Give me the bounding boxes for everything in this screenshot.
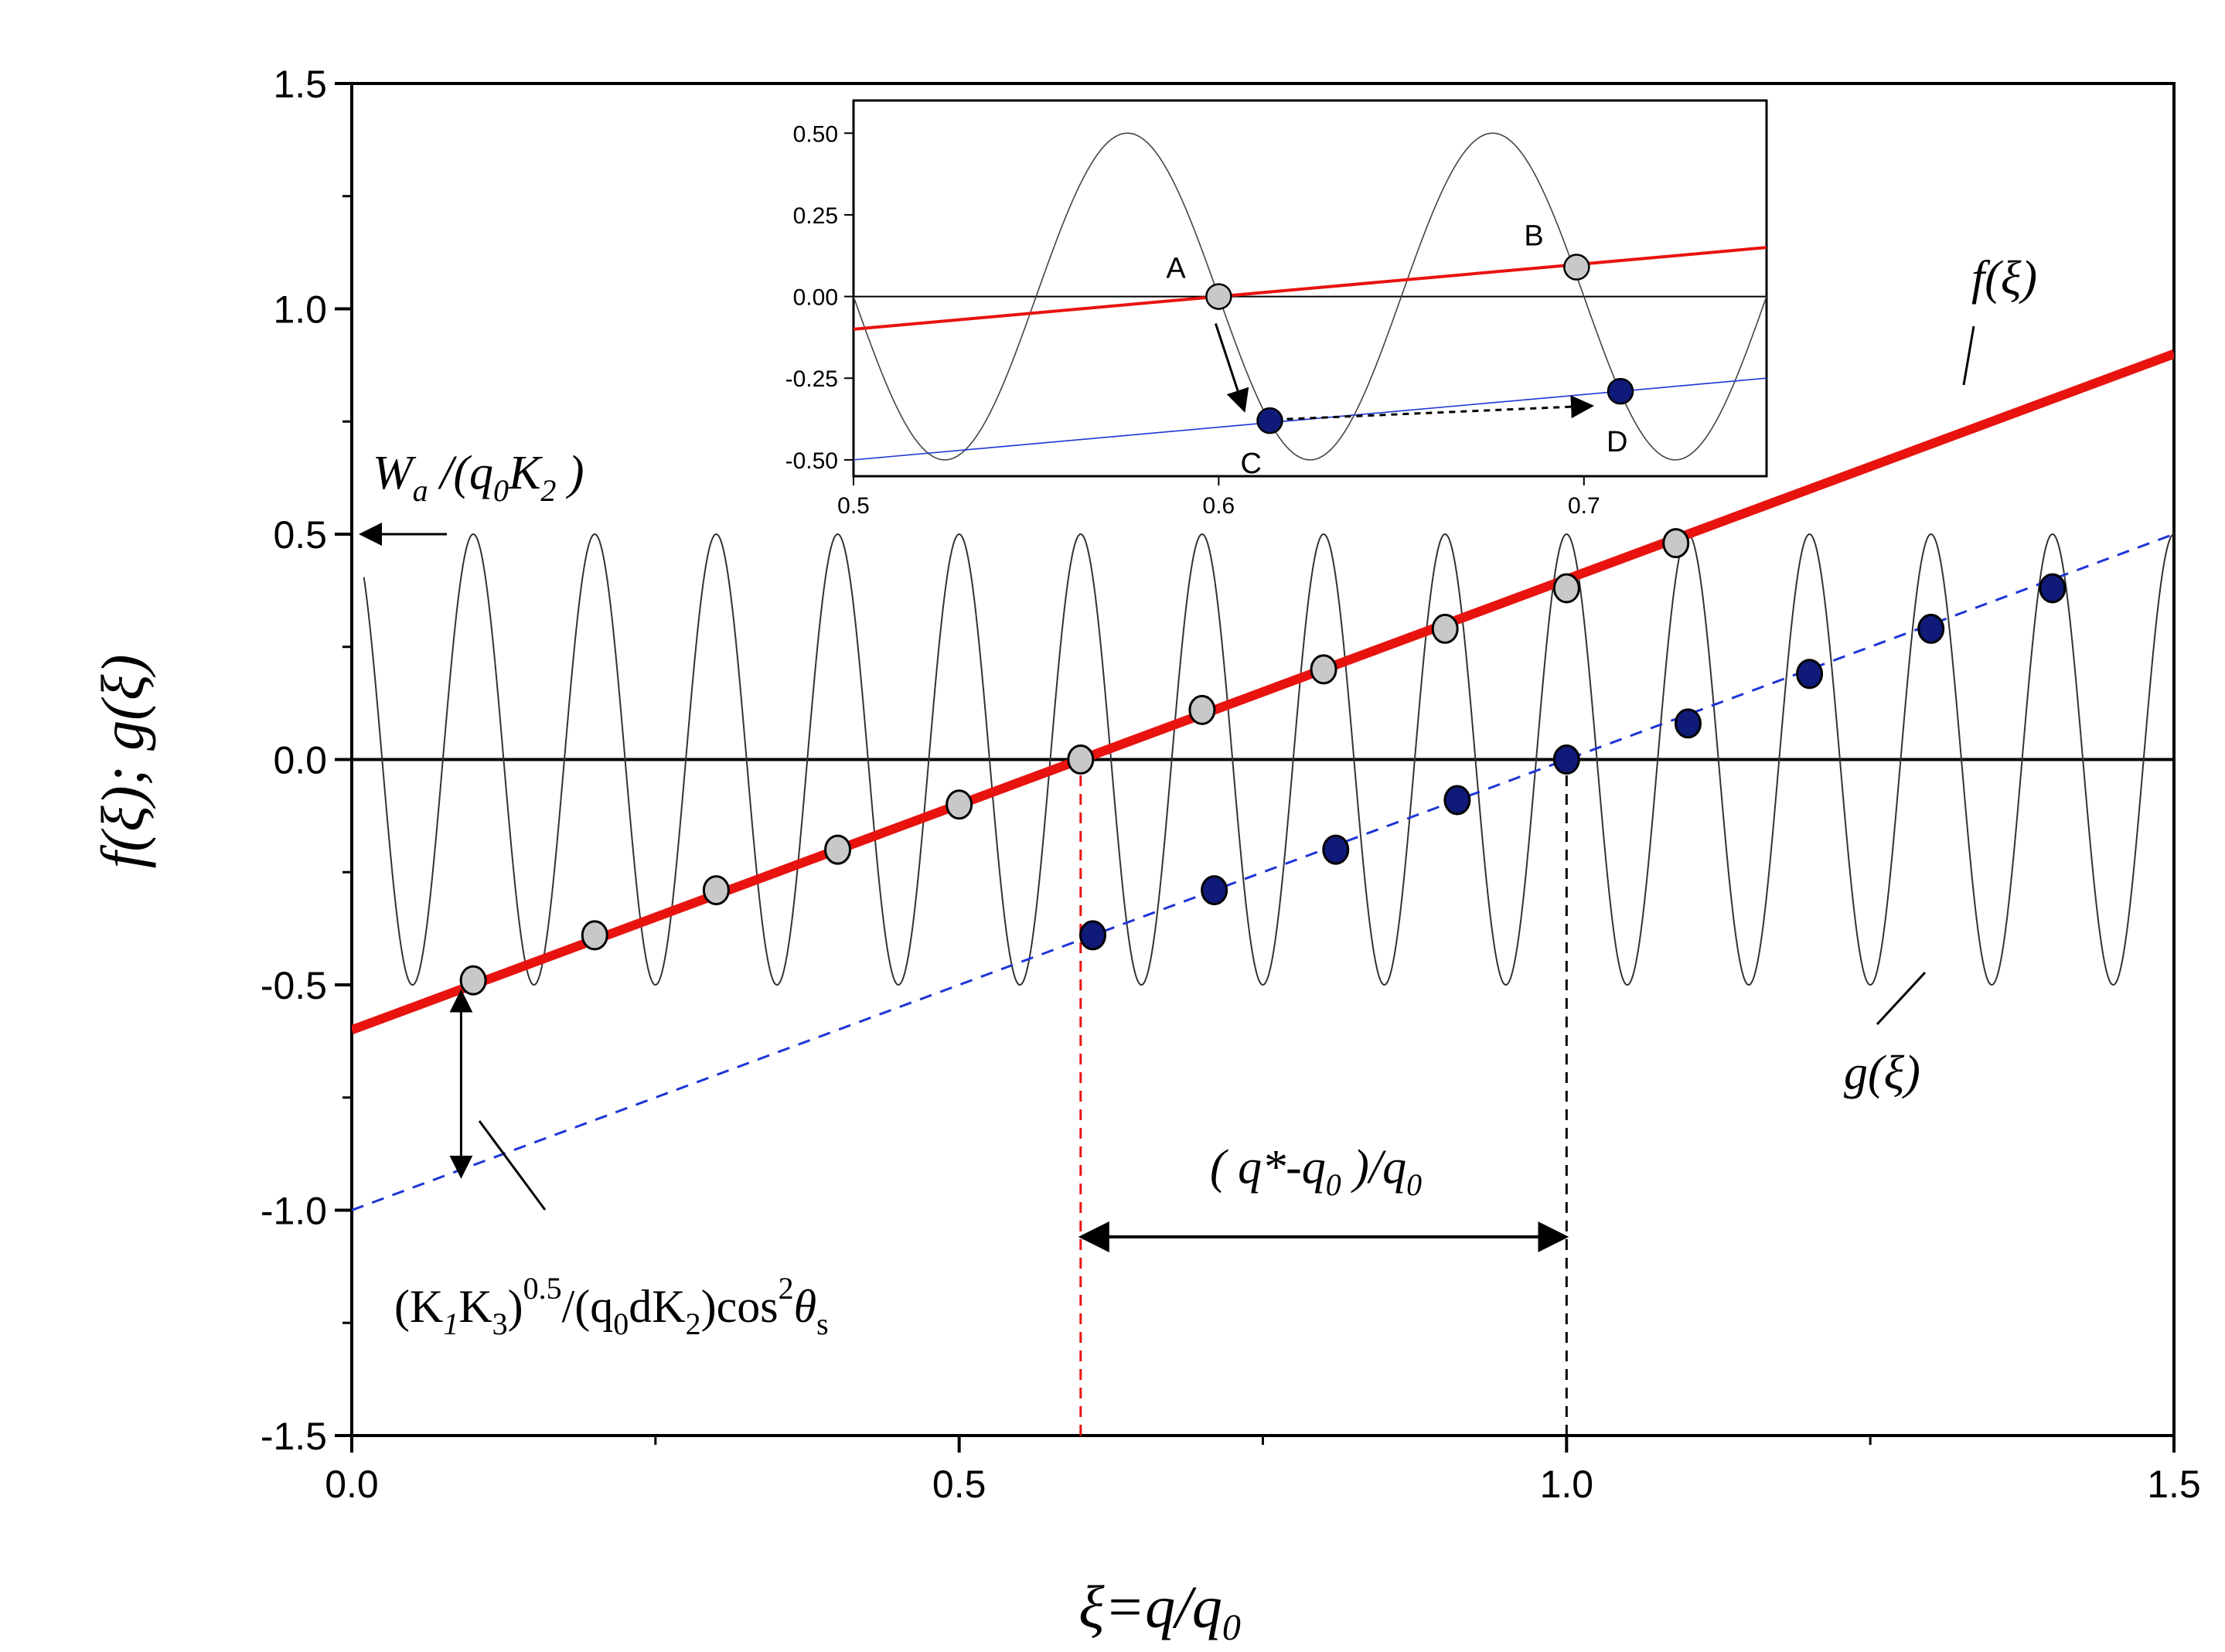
wa-annotation: Wa /(q0K2 ) xyxy=(373,447,584,508)
q-annotation: ( q*-q0 )/q0 xyxy=(1210,1141,1422,1202)
blue-marker xyxy=(1552,744,1580,775)
k-annotation: (K1K3)0.5/(q0dK2)cos2θs xyxy=(394,1271,829,1341)
inset-arrow-ac xyxy=(1214,323,1249,413)
g-series-line xyxy=(352,533,2174,1211)
x-tick-label: 1.0 xyxy=(1540,1463,1594,1506)
grey-marker xyxy=(824,834,852,865)
inset-x-tick-label: 0.6 xyxy=(1203,493,1235,519)
y-axis-label: f(ξ); g(ξ) xyxy=(89,655,156,869)
grey-marker xyxy=(1662,528,1690,559)
inset-point-c xyxy=(1256,407,1283,434)
blue-marker xyxy=(1201,875,1228,906)
inset-y-tick-label: 0.50 xyxy=(793,121,838,147)
y-tick-label: -0.5 xyxy=(261,964,327,1007)
blue-marker xyxy=(1079,920,1107,951)
inset-f-line xyxy=(854,246,1767,331)
x-axis-label: ξ=q/q0 xyxy=(1078,1573,1241,1648)
grey-marker xyxy=(1431,613,1459,644)
blue-marker xyxy=(1674,708,1702,739)
inset-label-b: B xyxy=(1524,220,1543,253)
inset-y-tick-label: 0.25 xyxy=(793,203,838,229)
grey-marker xyxy=(581,920,608,951)
y-tick-label: 0.0 xyxy=(273,739,327,782)
y-tick-label: -1.5 xyxy=(261,1415,327,1458)
blue-marker xyxy=(1917,613,1945,644)
blue-marker xyxy=(2039,573,2067,604)
inset-point-a xyxy=(1205,283,1232,310)
inset-label-c: C xyxy=(1241,448,1262,480)
grey-marker xyxy=(946,789,973,820)
grey-marker xyxy=(1310,654,1337,685)
inset-label-d: D xyxy=(1607,426,1627,458)
y-tick-label: 1.0 xyxy=(273,288,327,332)
grey-marker xyxy=(459,965,487,996)
x-tick-label: 0.5 xyxy=(932,1463,986,1506)
plot-area xyxy=(352,349,2174,1436)
f-annotation: f(ξ) xyxy=(1971,252,2037,305)
blue-marker xyxy=(1796,659,1824,690)
y-tick-label: 0.5 xyxy=(273,513,327,557)
inset-x-tick-label: 0.7 xyxy=(1568,493,1600,519)
x-tick-label: 1.5 xyxy=(2147,1463,2201,1506)
y-tick-label: -1.0 xyxy=(261,1190,327,1233)
g-leader xyxy=(1876,971,1927,1026)
grey-marker xyxy=(702,875,730,906)
grey-marker xyxy=(1188,694,1216,725)
inset-y-tick-label: -0.50 xyxy=(785,448,838,474)
inset-y-tick-label: -0.25 xyxy=(785,366,838,392)
blue-marker xyxy=(1443,785,1471,816)
oscillation-series xyxy=(363,533,2174,986)
inset-point-b xyxy=(1563,254,1590,281)
grey-marker xyxy=(1552,573,1580,604)
y-tick-label: 1.5 xyxy=(273,63,327,106)
inset-arrow-cd xyxy=(1286,395,1595,421)
k-leader xyxy=(478,1120,547,1211)
main-plot: -1.5 -1.0 -0.5 0.0 0.5 1.0 1.5 0.0 0.5 1.0 1.5 xyxy=(261,63,2201,1506)
blue-marker xyxy=(1322,834,1350,865)
inset-point-d xyxy=(1607,377,1634,405)
inset-plot: -0.50 -0.25 0.00 0.25 0.50 0.5 0.6 0.7 A B C D xyxy=(785,99,1768,519)
inset-y-tick-label: 0.00 xyxy=(793,285,838,311)
f-series-line xyxy=(352,349,2174,1034)
inset-x-tick-label: 0.5 xyxy=(837,493,870,519)
inset-label-a: A xyxy=(1166,253,1186,285)
grey-marker xyxy=(1067,744,1095,775)
x-tick-label: 0.0 xyxy=(325,1463,379,1506)
f-leader xyxy=(1962,325,1975,386)
g-annotation: g(ξ) xyxy=(1844,1047,1920,1099)
inset-oscillation xyxy=(854,132,1767,461)
